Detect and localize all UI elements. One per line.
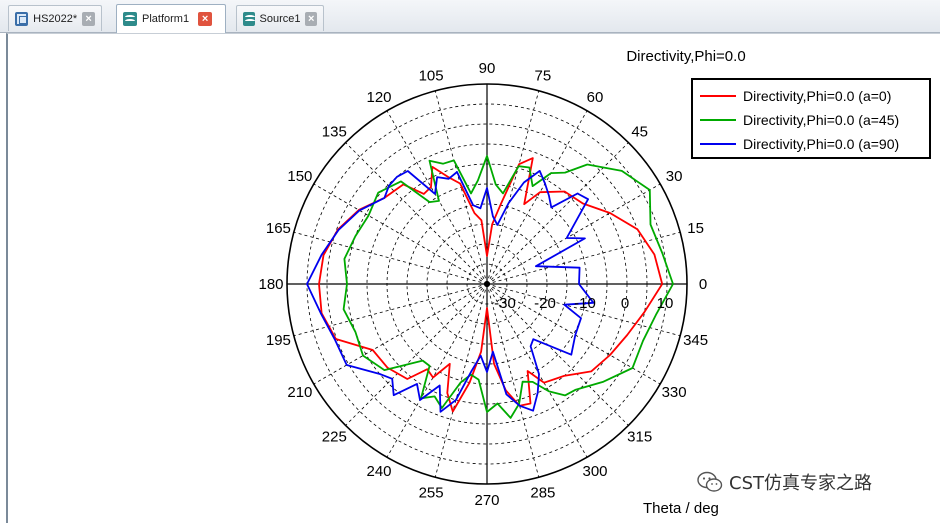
- series-line-0: [318, 157, 664, 413]
- angle-tick-label: 75: [535, 67, 552, 84]
- radial-tick-label: -20: [534, 295, 556, 312]
- tab-label: Source1: [259, 12, 301, 25]
- radial-tick-label: 10: [657, 295, 674, 312]
- angle-tick-label: 45: [631, 123, 648, 140]
- tab-hs2022[interactable]: HS2022* ×: [8, 5, 102, 31]
- radial-tick-label: 0: [621, 295, 629, 312]
- grid-spoke: [486, 183, 661, 285]
- grid-spoke: [293, 283, 488, 337]
- legend: Directivity,Phi=0.0 (a=0) Directivity,Phi…: [691, 78, 931, 159]
- theta-axis-label: Theta / deg: [643, 500, 719, 517]
- grid-spoke: [486, 90, 540, 285]
- legend-entry: Directivity,Phi=0.0 (a=0): [743, 88, 891, 104]
- legend-entry: Directivity,Phi=0.0 (a=90): [743, 136, 899, 152]
- wechat-icon: [697, 471, 723, 492]
- angle-tick-label: 30: [666, 168, 683, 185]
- tab-label: HS2022*: [33, 12, 78, 25]
- watermark: CST仿真专家之路: [697, 468, 872, 496]
- angle-tick-label: 150: [287, 168, 312, 185]
- angle-tick-label: 195: [266, 332, 291, 349]
- angle-tick-label: 105: [419, 67, 444, 84]
- hs-project-icon: [15, 11, 29, 26]
- tab-platform1[interactable]: Platform1 ×: [116, 4, 226, 33]
- close-icon[interactable]: ×: [198, 12, 213, 26]
- plot-area: [6, 33, 940, 523]
- series-line-1: [342, 155, 674, 419]
- grid-spoke: [313, 283, 488, 385]
- platform-icon: [123, 12, 137, 26]
- angle-tick-label: 330: [662, 384, 687, 401]
- chart-title: Directivity,Phi=0.0: [626, 48, 745, 65]
- tab-source1[interactable]: Source1 ×: [236, 5, 324, 31]
- angle-tick-label: 225: [322, 429, 347, 446]
- series-curves: [306, 155, 674, 419]
- watermark-text: CST仿真专家之路: [729, 473, 872, 494]
- close-icon[interactable]: ×: [305, 11, 317, 26]
- angle-tick-label: 90: [479, 60, 496, 77]
- tick-labels: 0 15 30 45 60 75 90 105 120 135 150 165 180 195 210 225…: [258, 60, 708, 509]
- series-line-2: [306, 169, 595, 413]
- angle-tick-label: 345: [683, 332, 708, 349]
- angle-tick-label: 180: [258, 276, 283, 293]
- angle-tick-label: 0: [699, 276, 707, 293]
- grid-spoke: [486, 283, 540, 478]
- angle-tick-label: 255: [419, 485, 444, 502]
- angle-tick-label: 15: [687, 220, 704, 237]
- angle-tick-label: 270: [474, 492, 499, 509]
- angle-tick-label: 240: [366, 463, 391, 480]
- outer-circle: [286, 83, 688, 485]
- angle-tick-label: 165: [266, 220, 291, 237]
- angle-tick-label: 60: [587, 89, 604, 106]
- legend-entry: Directivity,Phi=0.0 (a=45): [743, 112, 899, 128]
- grid-spoke: [313, 183, 488, 285]
- angle-tick-label: 120: [366, 89, 391, 106]
- tab-label: Platform1: [142, 13, 190, 25]
- platform-icon: [243, 11, 255, 26]
- angle-tick-label: 285: [530, 485, 555, 502]
- angle-tick-label: 315: [627, 429, 652, 446]
- center-marker: [484, 281, 490, 287]
- close-icon[interactable]: ×: [82, 11, 95, 26]
- tab-bar: HS2022* × Platform1 × Source1 ×: [0, 0, 940, 33]
- angle-tick-label: 300: [582, 463, 607, 480]
- grid-spoke: [386, 110, 488, 285]
- angle-tick-label: 210: [287, 384, 312, 401]
- radial-tick-label: -10: [574, 295, 596, 312]
- radial-tick-label: -30: [494, 295, 516, 312]
- angle-tick-label: 135: [322, 123, 347, 140]
